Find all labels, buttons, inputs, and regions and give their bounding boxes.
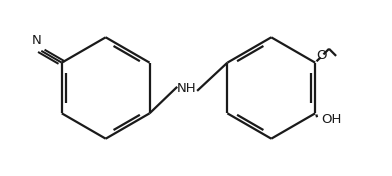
Text: N: N [32,34,42,48]
Text: OH: OH [321,113,342,126]
Text: O: O [317,49,327,62]
Text: NH: NH [177,82,196,95]
